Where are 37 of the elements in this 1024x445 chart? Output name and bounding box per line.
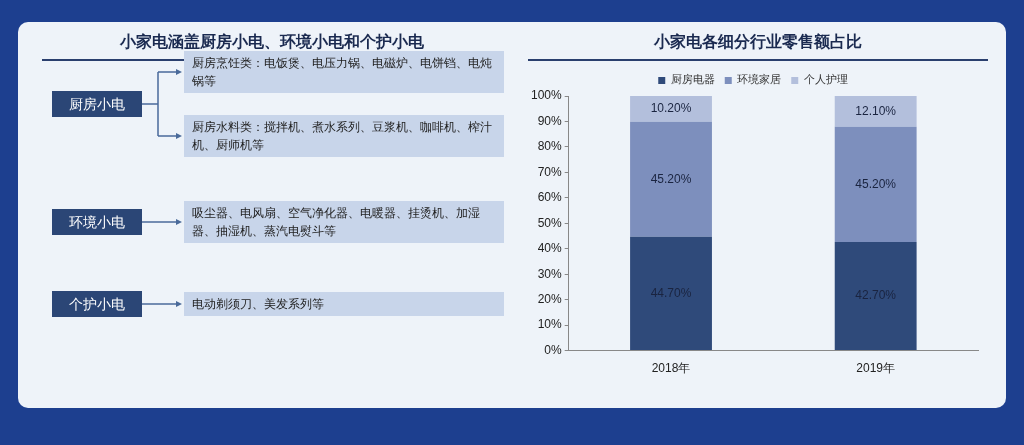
y-tick-label: 100%: [530, 88, 563, 103]
legend-label: 个人护理: [803, 73, 848, 87]
text: 厨房烹饪类：电饭煲、电压力锅、电磁炉、电饼铛、电炖锅等: [184, 51, 504, 93]
y-tick-label: 50%: [537, 215, 563, 230]
bar: [630, 236, 712, 351]
bar: [834, 96, 917, 127]
data-label: 44.70%: [650, 285, 692, 300]
bar: [630, 121, 712, 237]
text: 电动剃须刀、美发系列等: [184, 292, 504, 316]
data-label: 10.20%: [650, 101, 692, 116]
bar: [834, 126, 917, 242]
text: 环境小电: [52, 209, 142, 235]
text: 厨房水料类：搅拌机、煮水系列、豆浆机、咖啡机、榨汁机、厨师机等: [184, 115, 504, 157]
y-tick-label: 10%: [537, 317, 563, 332]
data-label: 45.20%: [650, 171, 692, 186]
y-tick-label: 0%: [544, 342, 563, 357]
bar: [630, 96, 712, 122]
data-label: 12.10%: [855, 103, 897, 118]
text: 小家电涵盖厨房小电、环境小电和个护小电: [120, 32, 424, 51]
y-tick-label: 30%: [537, 266, 563, 281]
data-label: 45.20%: [855, 176, 897, 191]
y-tick-label: 40%: [537, 241, 563, 256]
bar: [834, 241, 917, 351]
y-tick-label: 20%: [537, 291, 563, 306]
text: 个护小电: [52, 291, 142, 317]
chart-title: 小家电各细分行业零售额占比: [528, 32, 988, 61]
x-tick-label: 2018年: [651, 361, 691, 376]
x-tick-label: 2019年: [856, 361, 896, 376]
y-tick-label: 60%: [537, 190, 563, 205]
data-label: 42.70%: [855, 288, 897, 303]
legend-label: 厨房电器: [670, 73, 715, 87]
y-tick-label: 90%: [537, 113, 563, 128]
y-tick-label: 80%: [537, 139, 563, 154]
legend-label: 环境家居: [737, 73, 782, 87]
text: 吸尘器、电风扇、空气净化器、电暖器、挂烫机、加湿器、抽湿机、蒸汽电熨斗等: [184, 201, 504, 243]
y-tick-label: 70%: [537, 164, 563, 179]
text: 厨房小电: [52, 91, 142, 117]
